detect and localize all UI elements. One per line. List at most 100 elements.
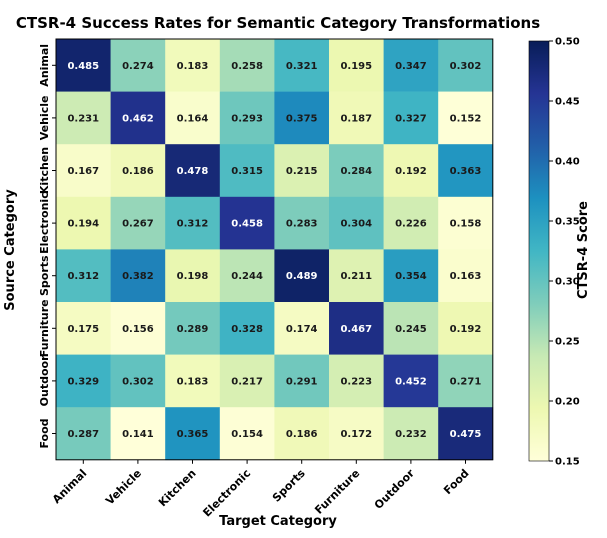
y-tick-label: Vehicle [38,96,51,141]
y-tick-label: Furniture [38,299,51,357]
y-tick-label: Animal [38,44,51,87]
cell-value-label: 0.328 [231,324,263,335]
heatmap-cell [438,39,494,92]
cell-value-label: 0.267 [122,219,154,230]
cell-value-label: 0.211 [340,271,372,282]
cell-value-label: 0.315 [231,166,263,177]
heatmap-cell [219,354,275,408]
heatmap-cell [438,302,494,355]
colorbar-label: CTSR-4 Score [576,201,591,299]
heatmap-cell [438,407,494,461]
heatmap-cell [56,144,111,198]
cell-value-label: 0.382 [122,271,154,282]
cell-value-label: 0.245 [395,324,427,335]
colorbar-gradient [528,40,550,462]
cell-value-label: 0.289 [177,324,209,335]
cell-value-label: 0.163 [450,271,482,282]
heatmap-cell [110,144,166,198]
heatmap-cell [383,354,439,408]
cell-value-label: 0.167 [67,166,99,177]
cell-value-label: 0.452 [395,376,427,387]
cell-value-label: 0.154 [231,429,263,440]
colorbar-tick-label: 0.30 [555,277,580,288]
heatmap-cell [438,144,494,198]
heatmap-cell [110,39,166,92]
heatmap-cell [165,39,221,92]
cell-value-label: 0.304 [340,219,372,230]
cell-value-label: 0.192 [395,166,427,177]
heatmap-cell [274,354,330,408]
heatmap-cell [56,302,111,355]
heatmap-cell [274,196,330,250]
cell-value-label: 0.327 [395,113,427,124]
y-tick-label: Sports [38,255,51,296]
heatmap-cell [438,249,494,303]
heatmap-cell [56,196,111,250]
heatmap-cell [219,249,275,303]
heatmap-cell [165,249,221,303]
heatmap-cell [383,39,439,92]
cell-value-label: 0.258 [231,61,263,72]
y-tick-label: Outdoor [38,355,51,406]
cell-value-label: 0.223 [340,376,372,387]
heatmap-cell [56,249,111,303]
cell-value-label: 0.226 [395,219,427,230]
heatmap-cell [56,91,111,145]
cell-value-label: 0.293 [231,113,263,124]
heatmap-cell [165,407,221,461]
cell-value-label: 0.462 [122,113,154,124]
heatmap-cell [219,302,275,355]
heatmap-cell [274,407,330,461]
heatmap-cells: 0.485 0.274 0.183 0.258 0.321 0.195 0.347 0.302… [55,38,494,461]
cell-value-label: 0.274 [122,61,154,72]
cell-value-label: 0.186 [286,429,318,440]
x-tick-label: Animal [50,467,89,506]
cell-value-label: 0.489 [286,271,318,282]
cell-value-label: 0.183 [177,61,209,72]
heatmap-cell [110,91,166,145]
cell-value-label: 0.231 [67,113,99,124]
cell-value-label: 0.485 [67,61,99,72]
colorbar-tick-label: 0.45 [555,97,580,108]
cell-value-label: 0.375 [286,113,318,124]
cell-value-label: 0.312 [177,219,209,230]
cell-value-label: 0.198 [177,271,209,282]
colorbar-tick-label: 0.25 [555,337,580,348]
cell-value-label: 0.329 [67,376,99,387]
colorbar-tick-label: 0.50 [555,37,580,48]
cell-value-label: 0.152 [450,113,482,124]
cell-value-label: 0.347 [395,61,427,72]
cell-value-label: 0.156 [122,324,154,335]
x-axis-label: Target Category [219,514,337,529]
cell-value-label: 0.186 [122,166,154,177]
x-tick-label: Kitchen [156,467,199,510]
plot-frame [55,38,494,461]
x-tick-label: Vehicle [103,467,144,508]
heatmap-cell [274,302,330,355]
cell-value-label: 0.291 [286,376,318,387]
cell-value-label: 0.283 [286,219,318,230]
cell-value-label: 0.365 [177,429,209,440]
heatmap-cell [329,39,384,92]
heatmap-cell [56,407,111,461]
cell-value-label: 0.475 [450,429,482,440]
heatmap-cell [110,196,166,250]
heatmap-cell [110,302,166,355]
heatmap-cell [165,144,221,198]
cell-value-label: 0.141 [122,429,154,440]
cell-value-label: 0.284 [340,166,372,177]
x-tick-label: Outdoor [372,466,418,512]
x-tick-label: Electronic [200,467,253,520]
x-tick-label: Sports [270,466,308,504]
colorbar-tick-label: 0.40 [555,157,580,168]
colorbar: 0.15 0.20 0.25 0.30 0.35 0.40 0.45 0.50 [528,37,580,468]
heatmap-cell [438,354,494,408]
y-tick-label: Kitchen [38,147,51,194]
y-axis-label: Source Category [3,189,18,311]
heatmap-cell [110,354,166,408]
cell-value-label: 0.217 [231,376,263,387]
heatmap-cell [219,39,275,92]
heatmap-cell [438,196,494,250]
